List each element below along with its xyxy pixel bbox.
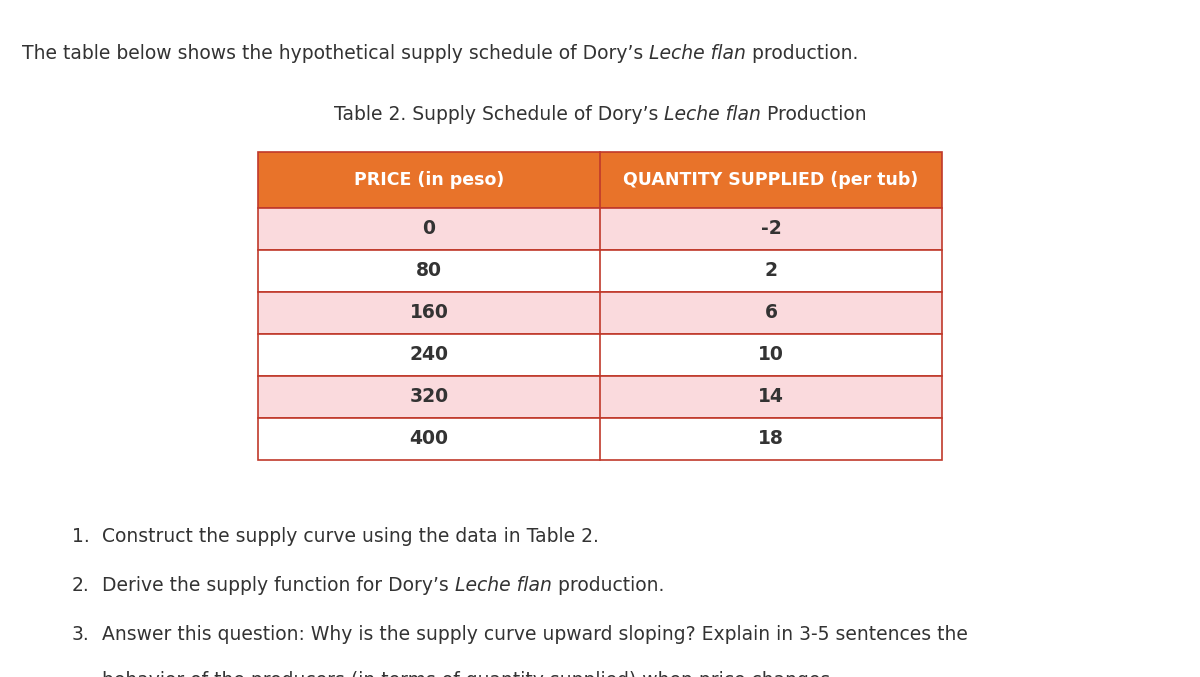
Text: production.: production. xyxy=(552,576,664,595)
Text: 2: 2 xyxy=(764,261,778,280)
Text: 10: 10 xyxy=(758,345,784,364)
Text: Leche flan: Leche flan xyxy=(649,44,745,63)
Text: Answer this question: Why is the supply curve upward sloping? Explain in 3-5 sen: Answer this question: Why is the supply … xyxy=(102,625,968,644)
Text: QUANTITY SUPPLIED (per tub): QUANTITY SUPPLIED (per tub) xyxy=(623,171,919,189)
Bar xyxy=(258,376,942,418)
Text: 400: 400 xyxy=(409,429,449,448)
Text: 0: 0 xyxy=(422,219,436,238)
Text: Leche flan: Leche flan xyxy=(664,105,761,124)
Text: Derive the supply function for Dory’s: Derive the supply function for Dory’s xyxy=(102,576,455,595)
Bar xyxy=(258,250,942,292)
Text: PRICE (in peso): PRICE (in peso) xyxy=(354,171,504,189)
Bar xyxy=(258,418,942,460)
Text: 320: 320 xyxy=(409,387,449,406)
Text: The table below shows the hypothetical supply schedule of Dory’s: The table below shows the hypothetical s… xyxy=(22,44,649,63)
Text: -2: -2 xyxy=(761,219,781,238)
Bar xyxy=(258,208,942,250)
Text: 14: 14 xyxy=(758,387,784,406)
Text: Production: Production xyxy=(761,105,866,124)
Text: 18: 18 xyxy=(758,429,784,448)
Bar xyxy=(258,334,942,376)
Text: 240: 240 xyxy=(409,345,449,364)
Bar xyxy=(258,152,942,208)
Text: Construct the supply curve using the data in Table 2.: Construct the supply curve using the dat… xyxy=(102,527,599,546)
Text: 6: 6 xyxy=(764,303,778,322)
Text: Leche flan: Leche flan xyxy=(455,576,552,595)
Text: 2.: 2. xyxy=(72,576,90,595)
Text: behavior of the producers (in terms of quantity supplied) when price changes.: behavior of the producers (in terms of q… xyxy=(102,671,836,677)
Text: production.: production. xyxy=(745,44,858,63)
Text: Table 2. Supply Schedule of Dory’s: Table 2. Supply Schedule of Dory’s xyxy=(334,105,664,124)
Text: 1.: 1. xyxy=(72,527,90,546)
Text: 3.: 3. xyxy=(72,625,90,644)
Text: 80: 80 xyxy=(416,261,442,280)
Text: 160: 160 xyxy=(409,303,449,322)
Bar xyxy=(258,292,942,334)
